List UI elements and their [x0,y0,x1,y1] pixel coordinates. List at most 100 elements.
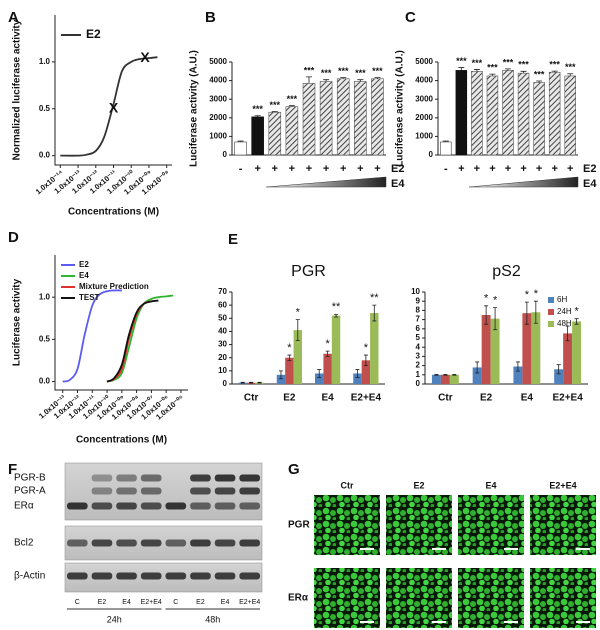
lane-label: E4 [122,599,131,606]
lane-label: E2 [98,599,107,606]
significance: * [484,293,489,305]
blot-band [239,539,260,547]
blot-band [239,487,260,495]
significance: *** [549,59,560,69]
error-bar [295,319,300,342]
y-tick-label: 5000 [415,57,433,66]
bar [268,111,282,156]
significance: *** [518,60,529,70]
legend-swatch [548,309,554,315]
bar [336,78,350,156]
significance: * [287,342,292,354]
x-tick-label: + [340,163,346,175]
chart-title: pS2 [492,263,521,280]
significance: *** [270,100,281,110]
blot-row-label: β-Actin [14,571,45,582]
significance: *** [321,68,332,78]
significance: ** [370,292,379,304]
blot-band [190,572,211,580]
significance: *** [503,57,514,67]
x-tick-label: + [551,163,557,175]
micrograph [314,568,380,628]
blot-band [116,539,137,547]
blot-band [91,474,113,482]
significance: * [574,306,579,318]
y-tick-label: 8 [416,306,421,315]
lane-label: E2 [196,599,205,606]
row-label: ERα [288,593,309,604]
error-bar [257,381,262,384]
significance: *** [252,104,263,114]
bar [531,312,541,384]
y-tick-label: 6 [416,324,421,333]
y-tick-label: 1000 [209,132,227,141]
panel-letter: C [405,9,416,26]
significance: *** [487,62,498,72]
blot-band [190,539,211,547]
legend-label: E4 [79,271,89,280]
blot-band [214,487,236,495]
blot-band [214,502,236,510]
bar [563,333,573,384]
micrograph [458,568,524,628]
x-tick-label: E2 [480,393,493,404]
x-tick-label: + [254,163,260,175]
blot-band [67,572,88,580]
error-bar [325,350,330,357]
micrograph [458,495,524,555]
y-tick-label: 3000 [209,94,227,103]
y-tick-label: 2000 [415,113,433,122]
bar [481,315,491,384]
x-tick-label: + [567,163,573,175]
blot-band [91,502,113,510]
significance: *** [372,66,383,76]
panel-letter: D [8,229,19,246]
bar [572,321,582,384]
axes [54,15,172,166]
error-bar [249,381,254,384]
blot-band [239,474,260,482]
error-bar [278,370,283,380]
x-tick-label: - [444,163,448,175]
y-tick-label: 0.0 [39,377,51,386]
line [62,289,122,383]
bar [251,116,264,156]
bar [331,315,341,384]
panel-letter: A [8,9,19,26]
y-tick-label: 7 [416,315,421,324]
legend-label: 6H [557,295,567,304]
blot-band [214,474,236,482]
bar [319,81,333,156]
x-tick-label: + [289,163,295,175]
significance: *** [355,68,366,78]
significance: * [525,289,530,301]
row-label: E4 [391,178,405,190]
bar [440,141,452,156]
y-axis-label: Normalized luciferase activity [12,19,23,160]
row-label: E4 [583,178,597,190]
blot-band [140,572,162,580]
y-tick-label: 2 [416,361,421,370]
y-tick-label: 30 [218,340,227,349]
legend-label: E2 [86,27,101,41]
error-bar [475,361,480,374]
x-tick-label: - [239,163,243,175]
e4-triangle [469,176,579,188]
x-tick-label: E4 [521,393,534,404]
bar [361,360,371,384]
blot-band [67,502,88,510]
blot-band [214,539,236,547]
y-tick-label: 1.0 [39,57,51,66]
significance: *** [304,65,315,75]
y-tick-label: 0.5 [39,104,51,113]
line [106,294,174,383]
y-tick-label: 0.0 [39,151,51,160]
lane-label: C [173,599,178,606]
y-tick-label: 1000 [415,132,433,141]
legend-label: 24H [557,307,572,316]
bar [315,373,324,384]
blot-row-label: Bcl2 [14,538,34,549]
y-tick-label: 40 [218,327,227,336]
x-tick-label: + [536,163,542,175]
